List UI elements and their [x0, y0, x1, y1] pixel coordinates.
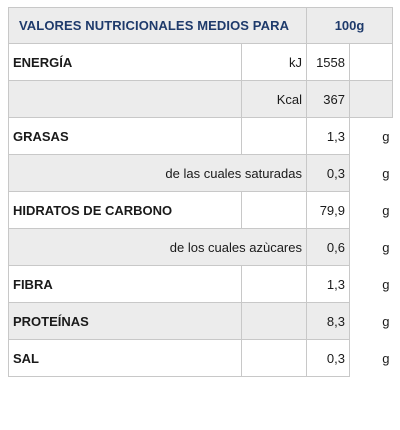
nutrition-table: VALORES NUTRICIONALES MEDIOS PARA 100g E…: [8, 7, 394, 377]
nutrient-value: 1558: [306, 43, 350, 81]
nutrient-sublabel: kJ: [241, 43, 307, 81]
nutrient-sublabel: Kcal: [241, 80, 307, 118]
table-row: Kcal 367: [8, 80, 394, 118]
table-row: HIDRATOS DE CARBONO 79,9 g: [8, 191, 393, 229]
nutrient-sublabel: [241, 302, 307, 340]
nutrient-label: FIBRA: [8, 265, 242, 303]
nutrient-unit: [348, 80, 394, 118]
nutrient-sublabel: [241, 191, 307, 229]
table-header-row: VALORES NUTRICIONALES MEDIOS PARA 100g: [8, 7, 394, 44]
nutrient-value: 0,3: [306, 339, 350, 377]
table-row: de las cuales saturadas 0,3 g: [8, 154, 393, 192]
table-row: SAL 0,3 g: [8, 339, 393, 377]
table-row: PROTEÍNAS 8,3 g: [8, 302, 393, 340]
nutrient-unit: g: [349, 228, 393, 266]
nutrient-sublabel: de los cuales azùcares: [8, 228, 307, 266]
table-row: ENERGÍA kJ 1558: [8, 43, 394, 81]
nutrient-label: HIDRATOS DE CARBONO: [8, 191, 242, 229]
nutrient-unit: g: [349, 191, 393, 229]
nutrient-value: 1,3: [306, 265, 350, 303]
nutrient-label: SAL: [8, 339, 242, 377]
nutrient-sublabel: de las cuales saturadas: [8, 154, 307, 192]
table-row: FIBRA 1,3 g: [8, 265, 393, 303]
nutrient-unit: g: [349, 154, 393, 192]
nutrient-unit: g: [349, 265, 393, 303]
nutrient-unit: g: [349, 302, 393, 340]
per-quantity: 100g: [305, 7, 394, 44]
nutrient-sublabel: [241, 339, 307, 377]
nutrient-unit: [348, 43, 394, 81]
nutrient-sublabel: [241, 265, 307, 303]
nutrient-label: PROTEÍNAS: [8, 302, 242, 340]
nutrient-value: 0,3: [306, 154, 350, 192]
nutrient-value: 0,6: [306, 228, 350, 266]
nutrient-sublabel: [241, 117, 307, 155]
nutrient-value: 1,3: [306, 117, 350, 155]
table-title: VALORES NUTRICIONALES MEDIOS PARA: [8, 7, 307, 44]
table-row: de los cuales azùcares 0,6 g: [8, 228, 393, 266]
nutrient-unit: g: [349, 339, 393, 377]
nutrient-label: ENERGÍA: [8, 43, 242, 81]
nutrient-value: 79,9: [306, 191, 350, 229]
nutrient-label: [8, 80, 242, 118]
nutrient-value: 367: [306, 80, 350, 118]
nutrient-unit: g: [349, 117, 393, 155]
table-row: GRASAS 1,3 g: [8, 117, 393, 155]
nutrient-value: 8,3: [306, 302, 350, 340]
nutrient-label: GRASAS: [8, 117, 242, 155]
